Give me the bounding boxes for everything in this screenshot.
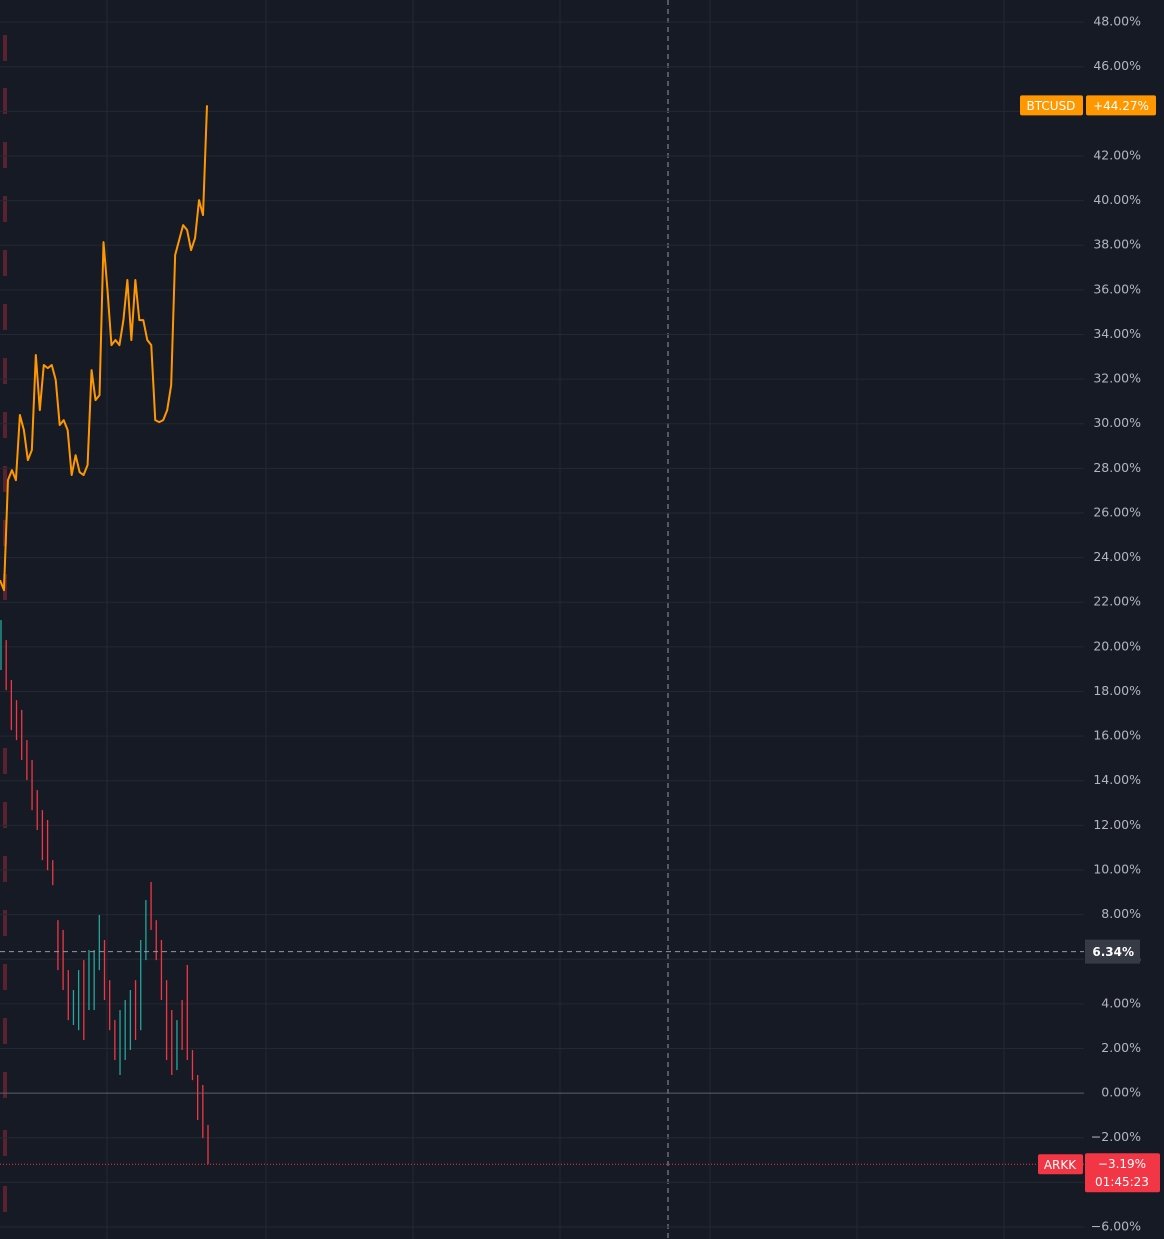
y-tick-label: 16.00%: [1093, 728, 1141, 743]
crosshair-label-box: [1085, 939, 1140, 964]
vertical-grid: [106, 0, 1005, 1239]
countdown: 01:45:23: [1095, 1175, 1149, 1189]
y-tick-label: 42.00%: [1093, 147, 1141, 162]
y-tick-label: −6.00%: [1091, 1218, 1141, 1233]
name-tag-box: [1020, 95, 1083, 116]
y-tick-label: 20.00%: [1093, 638, 1141, 653]
y-tick-label: 36.00%: [1093, 281, 1141, 296]
value-tag-box: [1086, 95, 1156, 116]
y-tick-label: 24.00%: [1093, 549, 1141, 564]
left-markers: [3, 35, 7, 1212]
y-tick-label: 38.00%: [1093, 237, 1141, 252]
name-tag-box: [1038, 1154, 1083, 1175]
name-tag: BTCUSD: [1027, 99, 1076, 113]
y-tick-label: 32.00%: [1093, 371, 1141, 386]
y-tick-label: 18.00%: [1093, 683, 1141, 698]
y-tick-label: 22.00%: [1093, 594, 1141, 609]
y-tick-label: 4.00%: [1101, 995, 1141, 1010]
value-tag: −3.19%: [1098, 1157, 1146, 1171]
y-tick-label: 26.00%: [1093, 504, 1141, 519]
y-tick-label: 46.00%: [1093, 58, 1141, 73]
value-tag: +44.27%: [1093, 99, 1149, 113]
name-tag: ARKK: [1044, 1158, 1077, 1172]
y-tick-label: 48.00%: [1093, 14, 1141, 29]
y-tick-label: 2.00%: [1101, 1040, 1141, 1055]
y-tick-label: 8.00%: [1101, 906, 1141, 921]
value-tag-box: [1085, 1153, 1160, 1193]
y-tick-label: 40.00%: [1093, 192, 1141, 207]
y-tick-label: 34.00%: [1093, 326, 1141, 341]
line-series: [0, 105, 208, 592]
y-tick-label: 28.00%: [1093, 460, 1141, 475]
y-tick-label: 0.00%: [1101, 1085, 1141, 1100]
crosshair-label: 6.34%: [1092, 945, 1134, 959]
y-tick-label: 14.00%: [1093, 772, 1141, 787]
y-tick-label: 10.00%: [1093, 861, 1141, 876]
y-tick-label: 12.00%: [1093, 817, 1141, 832]
y-tick-label: 30.00%: [1093, 415, 1141, 430]
y-tick-label: −2.00%: [1091, 1129, 1141, 1144]
